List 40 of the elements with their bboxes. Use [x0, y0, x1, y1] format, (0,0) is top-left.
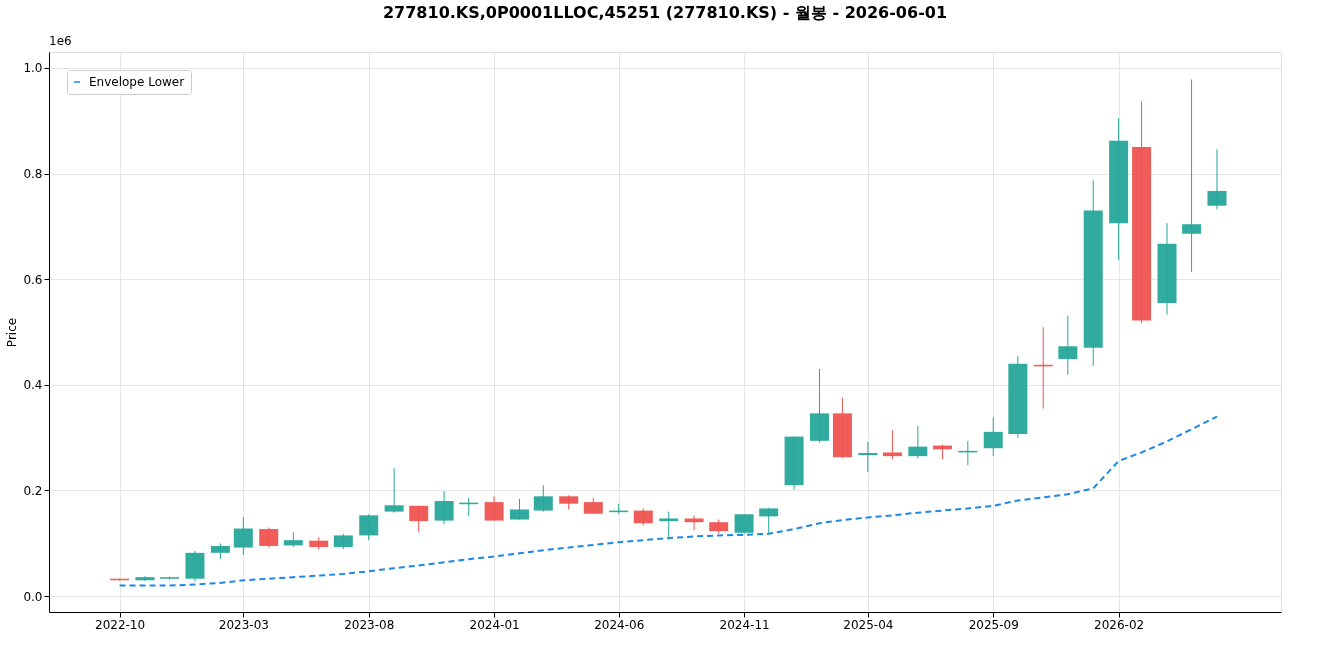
x-tick-label: 2025-04: [843, 617, 894, 632]
candlestick: [533, 484, 553, 513]
candlestick: [983, 417, 1003, 457]
y-tick-label: 0.2: [23, 483, 43, 498]
y-tick-label: 0.8: [23, 167, 43, 182]
y-tick-label: 0.6: [23, 272, 43, 287]
candlestick: [484, 495, 504, 522]
candlestick: [759, 507, 779, 534]
candlestick: [858, 441, 878, 473]
x-tick-label: 2023-08: [344, 617, 395, 632]
y-tick-label: 0.4: [23, 378, 43, 393]
candlestick: [384, 467, 404, 514]
candlestick: [233, 516, 253, 556]
candlestick: [434, 490, 454, 525]
x-tick-label: 2024-01: [469, 617, 520, 632]
text: 1e6: [49, 34, 72, 48]
legend-label: Envelope Lower: [89, 75, 185, 89]
candlestick: [259, 526, 279, 549]
candlestick: [1182, 78, 1202, 273]
candlestick: [659, 511, 679, 541]
y-tick-label: 0.0: [23, 589, 43, 604]
x-tick-label: 2022-10: [95, 617, 146, 632]
y-tick-label: 1.0: [23, 61, 43, 76]
x-tick-label: 2026-02: [1094, 617, 1145, 632]
y-axis-title: Price: [5, 317, 20, 348]
x-tick-label: 2023-03: [218, 617, 269, 632]
x-tick-label: 2024-06: [594, 617, 645, 632]
candlestick: [409, 505, 429, 533]
candlestick: [510, 498, 530, 521]
candlestick: [1058, 315, 1078, 376]
x-tick-label: 2024-11: [719, 617, 770, 632]
line-series: [118, 415, 1218, 587]
candlestick: [908, 425, 928, 459]
candlestick: [1207, 148, 1227, 210]
candlestick: [734, 513, 754, 535]
chart-title: 277810.KS,0P0001LLOC,45251 (277810.KS) - 월봉 - 2026-06-01: [382, 3, 948, 22]
x-tick-label: 2025-09: [968, 617, 1019, 632]
candlestick: [684, 514, 704, 531]
candlestick: [882, 429, 902, 460]
candlestick: [359, 513, 379, 541]
